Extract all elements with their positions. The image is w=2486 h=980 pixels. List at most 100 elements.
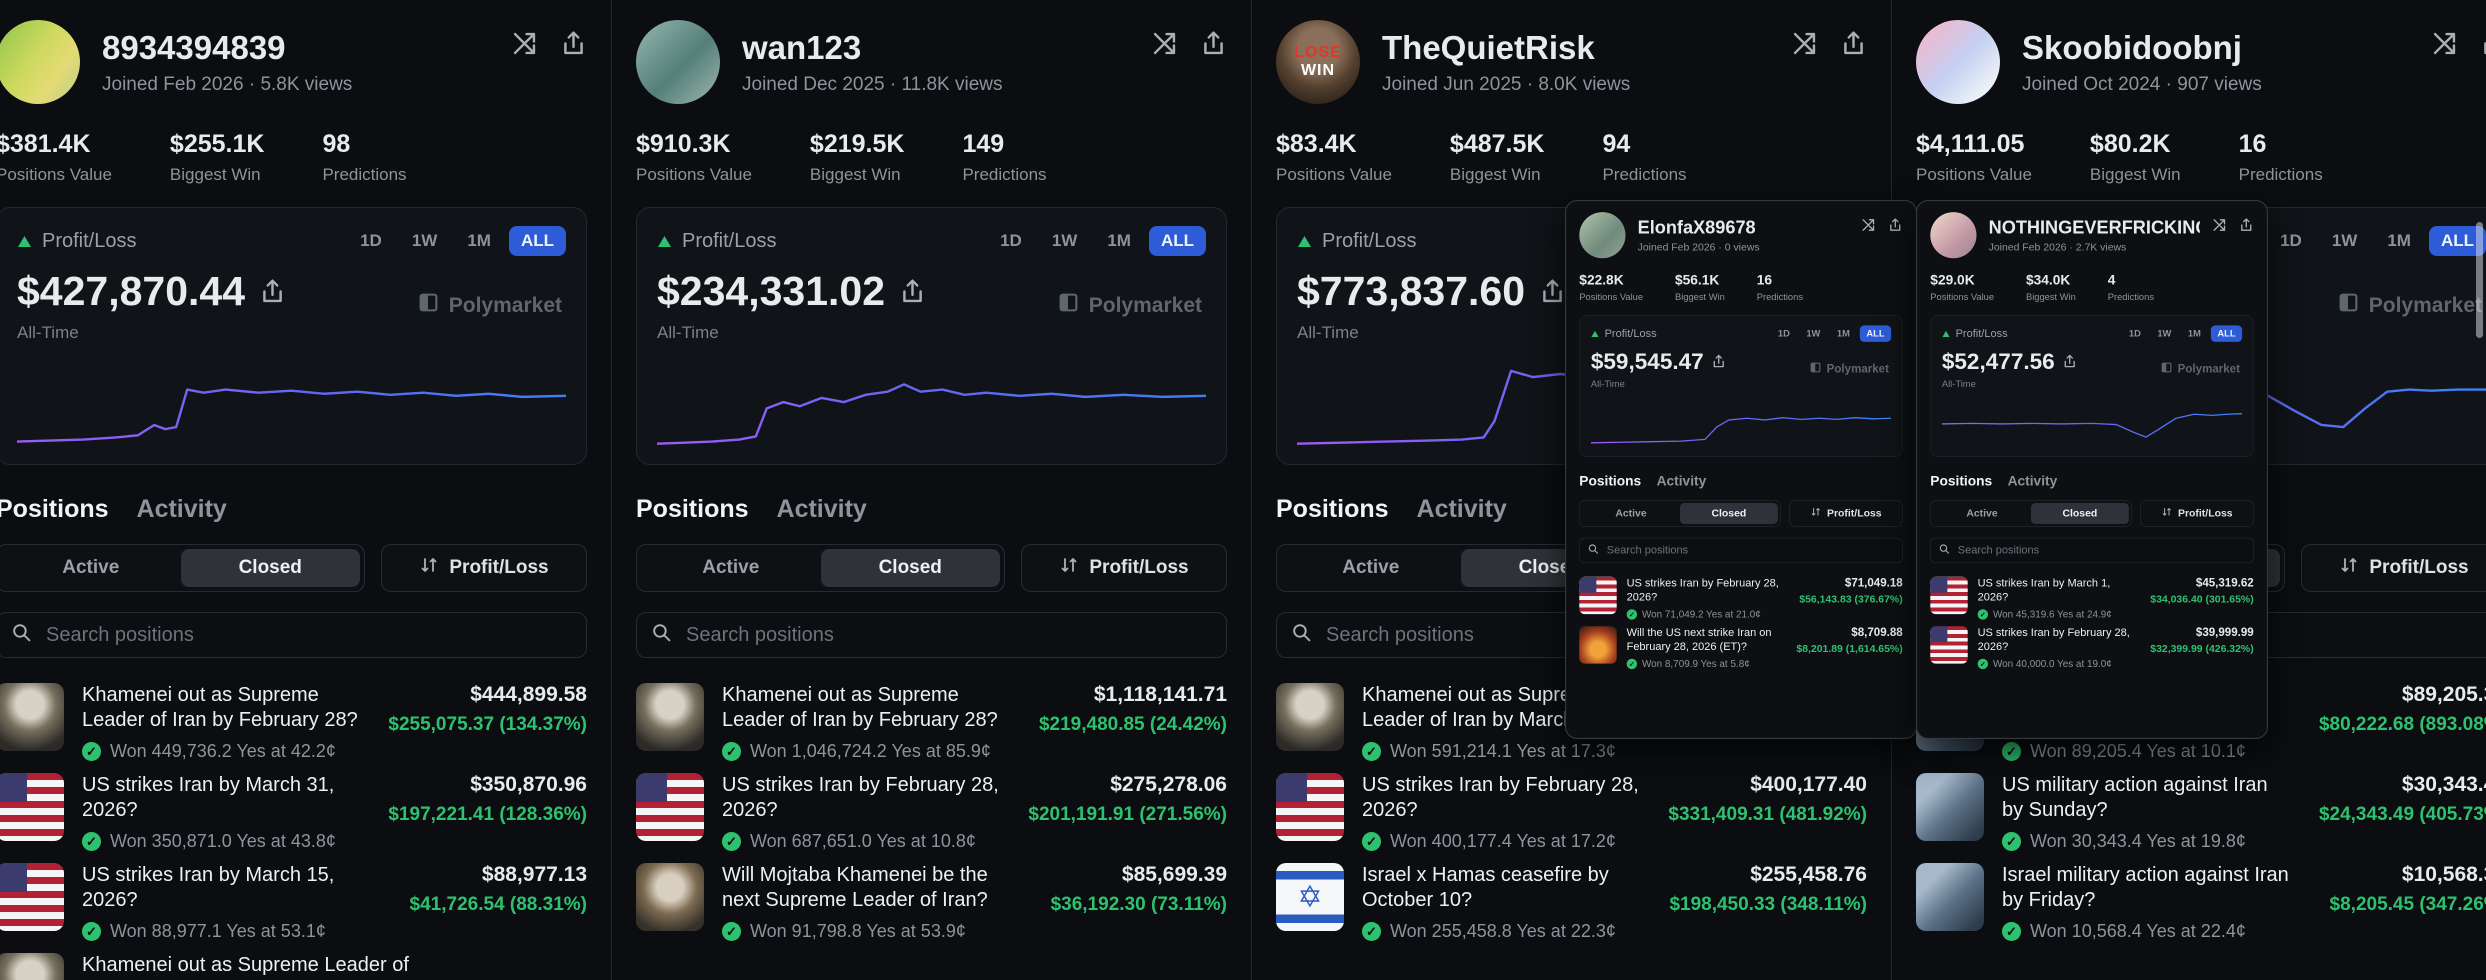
filter-active[interactable]: Active [1933, 503, 2031, 524]
share-icon[interactable] [2239, 218, 2254, 233]
share-icon[interactable] [1888, 218, 1903, 233]
position-value: $275,278.06 [1110, 773, 1227, 796]
profit-loss-sort-button[interactable]: Profit/Loss [1021, 544, 1227, 592]
filter-active[interactable]: Active [641, 549, 821, 587]
range-1m[interactable]: 1M [2375, 226, 2423, 256]
export-icon[interactable] [2062, 354, 2077, 369]
positions-list: Khamenei out as Supreme Leader of Iran b… [0, 672, 587, 980]
avatar[interactable] [1916, 20, 2000, 104]
compare-icon[interactable] [1861, 218, 1876, 233]
filter-active[interactable]: Active [1, 549, 181, 587]
position-row[interactable]: US strikes Iran by March 15, 2026? ✓ Won… [0, 852, 587, 942]
mini-profile-card-1[interactable]: ElonfaX89678 Joined Feb 2026 · 0 views $… [1565, 200, 1917, 739]
position-row[interactable]: US strikes Iran by February 28, 2026? ✓ … [636, 762, 1227, 852]
avatar[interactable] [1930, 212, 1977, 259]
range-1w[interactable]: 1W [400, 226, 450, 256]
compare-icon[interactable] [1791, 30, 1818, 57]
vertical-scrollbar-thumb[interactable] [2476, 222, 2483, 338]
range-1d[interactable]: 1D [1771, 325, 1796, 342]
profit-loss-sort-button[interactable]: Profit/Loss [2301, 544, 2486, 592]
range-all[interactable]: ALL [2210, 325, 2243, 342]
tab-activity[interactable]: Activity [1656, 473, 1707, 489]
tab-positions[interactable]: Positions [636, 495, 749, 523]
profit-loss-sort-button[interactable]: Profit/Loss [1789, 500, 1903, 527]
search-positions[interactable] [0, 612, 587, 658]
avatar[interactable]: LOSE WIN [1276, 20, 1360, 104]
search-positions[interactable] [1930, 537, 2254, 563]
position-row[interactable]: US strikes Iran by March 1, 2026? ✓ Won … [1930, 571, 2254, 621]
range-1m[interactable]: 1M [1830, 325, 1856, 342]
search-positions[interactable] [1579, 537, 1903, 563]
range-1w[interactable]: 1W [2151, 325, 2178, 342]
filter-closed[interactable]: Closed [180, 549, 360, 587]
tab-activity[interactable]: Activity [2007, 473, 2058, 489]
position-row[interactable]: US strikes Iran by February 28, 2026? ✓ … [1579, 571, 1903, 621]
search-positions[interactable] [636, 612, 1227, 658]
position-row[interactable]: Khamenei out as Supreme Leader of ✓ [0, 942, 587, 980]
range-all[interactable]: ALL [508, 226, 566, 256]
profit-loss-sort-button[interactable]: Profit/Loss [2140, 500, 2254, 527]
tab-positions[interactable]: Positions [0, 495, 109, 523]
export-icon[interactable] [1711, 354, 1726, 369]
compare-icon[interactable] [2431, 30, 2458, 57]
tab-positions[interactable]: Positions [1276, 495, 1389, 523]
search-input[interactable] [684, 622, 1212, 648]
range-1d[interactable]: 1D [348, 226, 394, 256]
position-row[interactable]: Khamenei out as Supreme Leader of Iran b… [636, 672, 1227, 762]
range-1w[interactable]: 1W [1800, 325, 1827, 342]
compare-icon[interactable] [1151, 30, 1178, 57]
range-1d[interactable]: 1D [2122, 325, 2147, 342]
position-row[interactable]: US strikes Iran by February 28, 2026? ✓ … [1276, 762, 1867, 852]
mini-profile-card-2[interactable]: NOTHINGEVERFRICKING... Joined Feb 2026 ·… [1916, 200, 2268, 739]
share-icon[interactable] [560, 30, 587, 57]
avatar[interactable] [636, 20, 720, 104]
position-row[interactable]: Israel military action against Iran by F… [1916, 852, 2486, 942]
filter-active[interactable]: Active [1582, 503, 1680, 524]
search-input[interactable] [44, 622, 572, 648]
stat-value: $22.8K [1579, 272, 1624, 288]
profit-loss-sort-button[interactable]: Profit/Loss [381, 544, 587, 592]
position-row[interactable]: US military action against Iran by Sunda… [1916, 762, 2486, 852]
range-1m[interactable]: 1M [1095, 226, 1143, 256]
tab-activity[interactable]: Activity [136, 495, 227, 523]
position-row[interactable]: Will Mojtaba Khamenei be the next Suprem… [636, 852, 1227, 942]
range-1m[interactable]: 1M [455, 226, 503, 256]
position-row[interactable]: Will the US next strike Iran on February… [1579, 620, 1903, 670]
compare-icon[interactable] [511, 30, 538, 57]
filter-closed[interactable]: Closed [2030, 503, 2129, 524]
export-icon[interactable] [1539, 278, 1566, 305]
range-1d[interactable]: 1D [988, 226, 1034, 256]
range-1m[interactable]: 1M [2181, 325, 2207, 342]
range-all[interactable]: ALL [1148, 226, 1206, 256]
position-value: $255,458.76 [1750, 863, 1867, 886]
position-row[interactable]: Israel x Hamas ceasefire by October 10? … [1276, 852, 1867, 942]
filter-closed[interactable]: Closed [820, 549, 1000, 587]
share-icon[interactable] [1200, 30, 1227, 57]
search-input[interactable] [1605, 543, 1895, 558]
filter-active[interactable]: Active [1281, 549, 1461, 587]
export-icon[interactable] [259, 278, 286, 305]
market-thumbnail [1579, 626, 1617, 664]
export-icon[interactable] [899, 278, 926, 305]
tab-positions[interactable]: Positions [1579, 473, 1642, 489]
position-row[interactable]: US strikes Iran by February 28, 2026? ✓ … [1930, 620, 2254, 670]
avatar[interactable] [0, 20, 80, 104]
profit-loss-chart [1591, 393, 1891, 450]
search-input[interactable] [1956, 543, 2246, 558]
filter-closed[interactable]: Closed [1679, 503, 1778, 524]
position-row[interactable]: US strikes Iran by March 31, 2026? ✓ Won… [0, 762, 587, 852]
range-1w[interactable]: 1W [1040, 226, 1090, 256]
tab-activity[interactable]: Activity [1416, 495, 1507, 523]
share-icon[interactable] [1840, 30, 1867, 57]
tab-positions[interactable]: Positions [1930, 473, 1993, 489]
range-all[interactable]: ALL [1859, 325, 1892, 342]
compare-icon[interactable] [2212, 218, 2227, 233]
tab-activity[interactable]: Activity [776, 495, 867, 523]
range-1d[interactable]: 1D [2268, 226, 2314, 256]
time-range-selector: 1D 1W 1M ALL [988, 226, 1206, 256]
share-icon[interactable] [2480, 30, 2486, 57]
range-1w[interactable]: 1W [2320, 226, 2370, 256]
position-row[interactable]: Khamenei out as Supreme Leader of Iran b… [0, 672, 587, 762]
avatar[interactable] [1579, 212, 1626, 259]
sort-button-label: Profit/Loss [449, 557, 549, 578]
